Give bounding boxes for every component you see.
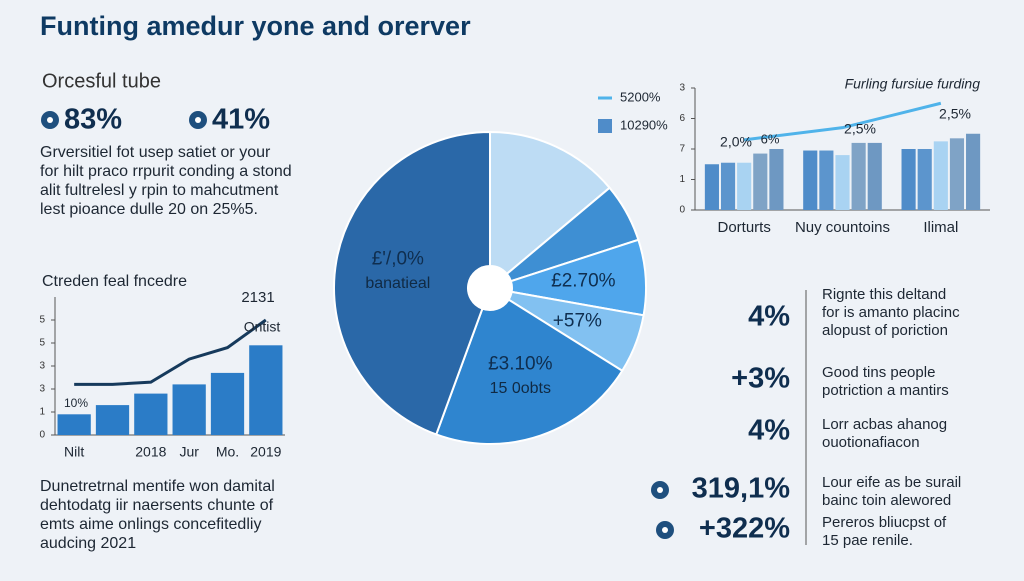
highlight-value: +322%: [699, 513, 790, 545]
slice-label: £3.10%: [488, 354, 553, 375]
y-tick-label: 1: [679, 174, 685, 185]
paragraph-line: alit fultrelesl y rpin to mahcutment: [40, 182, 279, 199]
slice-label: £'/,0%: [372, 249, 424, 270]
paragraph-line: lest pioance dulle 20 on 25%5.: [40, 201, 258, 218]
bar: [851, 142, 866, 210]
bar: [933, 141, 948, 210]
annotation: 6%: [761, 131, 780, 146]
intro-heading: Orcesful tube: [42, 70, 161, 92]
line: [74, 318, 267, 386]
bar: [249, 345, 283, 435]
legend-swatch: [598, 119, 612, 133]
annotation: 2131: [241, 289, 274, 306]
highlight-line: Lorr acbas ahanog: [822, 416, 947, 433]
y-tick-label: 0: [679, 205, 685, 216]
chart-title: Ctreden feal fncedre: [42, 273, 187, 290]
x-tick-label: Ilimal: [923, 219, 958, 236]
y-tick-label: 7: [679, 144, 685, 155]
highlight-line: ouotionafiacon: [822, 434, 920, 451]
icon-dot: [657, 487, 663, 493]
highlight-line: Pereros bliucpst of: [822, 514, 947, 531]
highlight-value: +3%: [731, 363, 790, 395]
y-tick-label: 3: [679, 83, 685, 94]
bar: [704, 164, 719, 210]
highlight-line: Rignte this deltand: [822, 286, 946, 303]
chart-title: Furling fursiue furding: [845, 76, 981, 92]
highlight-value: 319,1%: [692, 473, 791, 505]
icon-dot: [195, 117, 201, 123]
bar: [720, 162, 736, 210]
highlight-line: potriction a mantirs: [822, 382, 949, 399]
stat: 83%: [64, 104, 122, 136]
x-tick-label: Jur: [179, 444, 199, 460]
footer-line: audcing 2021: [40, 535, 136, 552]
highlight-line: alopust of poriction: [822, 322, 948, 339]
y-tick-label: 1: [39, 407, 45, 418]
slice-label: banatieal: [365, 275, 430, 292]
bar: [867, 142, 882, 210]
highlight-line: Lour eife as be surail: [822, 474, 961, 491]
title: Funting amedur yone and orerver: [40, 11, 471, 41]
bar: [901, 149, 916, 210]
pie-hole: [468, 266, 512, 310]
y-tick-label: 6: [679, 113, 685, 124]
bar: [769, 149, 784, 210]
x-tick-label: 2019: [250, 444, 281, 460]
bar: [753, 153, 768, 210]
highlight-value: 4%: [748, 301, 790, 333]
y-tick-label: 0: [39, 430, 45, 441]
bar: [95, 405, 130, 435]
icon-dot: [662, 527, 668, 533]
y-tick-label: 5: [39, 338, 45, 349]
slice-label: 15 0obts: [490, 380, 551, 397]
x-tick-label: Dorturts: [717, 219, 770, 236]
annotation: 2,5%: [939, 106, 971, 122]
bar: [172, 384, 206, 435]
legend-label: 5200%: [620, 89, 661, 104]
paragraph-line: Grversitiel fot usep satiet or your: [40, 144, 271, 161]
annotation: 2,0%: [720, 134, 752, 150]
slice-label: +57%: [553, 311, 602, 332]
bar: [835, 155, 850, 210]
bar: [210, 372, 245, 435]
highlight-value: 4%: [748, 415, 790, 447]
highlight-line: Good tins people: [822, 364, 935, 381]
bar: [737, 162, 752, 210]
bar: [917, 149, 932, 210]
y-tick-label: 3: [39, 384, 45, 395]
bar: [57, 414, 91, 435]
bar: [966, 133, 981, 210]
annotation: 2,5%: [844, 121, 876, 137]
highlight-line: for is amanto placinc: [822, 304, 960, 321]
legend-label: 10290%: [620, 117, 668, 132]
x-tick-label: Nuy countoins: [795, 219, 890, 236]
bar: [803, 150, 818, 210]
annotation: Ontist: [244, 319, 281, 335]
annotation: 10%: [64, 396, 88, 410]
footer-line: dehtodatg iir naersents chunte of: [40, 497, 274, 514]
y-tick-label: 5: [39, 315, 45, 326]
stat: 41%: [212, 104, 270, 136]
footer-line: Dunetretrnal mentife won damital: [40, 478, 275, 495]
footer-line: emts aime onlings concefitedliy: [40, 516, 261, 533]
slice-label: £2.70%: [551, 271, 616, 292]
highlight-line: bainc toin alewored: [822, 492, 951, 509]
bar: [819, 150, 834, 210]
line: [743, 101, 942, 142]
x-tick-label: Mo.: [216, 444, 239, 460]
x-tick-label: Nilt: [64, 444, 84, 460]
bar: [949, 138, 965, 210]
bar: [134, 393, 168, 435]
highlight-line: 15 pae renile.: [822, 532, 913, 549]
y-tick-label: 3: [39, 361, 45, 372]
x-tick-label: 2018: [135, 444, 166, 460]
paragraph-line: for hilt praco rrpurit conding a stond: [40, 163, 292, 180]
icon-dot: [47, 117, 53, 123]
